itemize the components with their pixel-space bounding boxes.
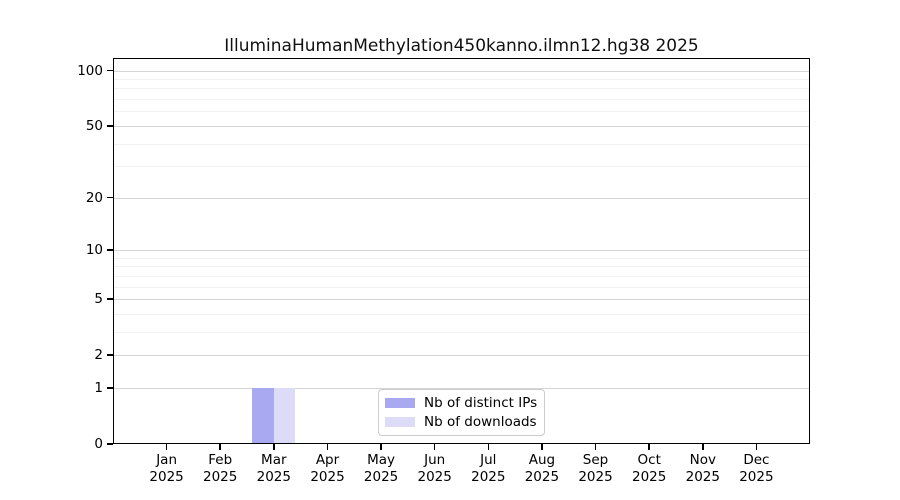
gridline-minor — [113, 331, 810, 333]
y-tick-label: 2 — [94, 347, 103, 364]
y-tick-mark — [107, 443, 113, 445]
gridline-minor — [113, 79, 810, 80]
y-tick-label: 0 — [94, 436, 103, 452]
gridline-minor — [113, 275, 810, 277]
y-tick-label: 1 — [94, 379, 103, 396]
y-tick-mark — [107, 69, 113, 72]
bar-nb-of-downloads-mar-2025 — [273, 387, 296, 444]
legend-label-distinct-ips: Nb of distinct IPs — [424, 395, 538, 411]
x-tick-label: Aug 2025 — [524, 452, 560, 485]
x-tick-mark — [541, 444, 543, 450]
x-tick-label: Feb 2025 — [203, 452, 238, 485]
x-tick-label: Sep 2025 — [578, 452, 613, 485]
gridline-major — [113, 299, 810, 300]
y-tick-mark — [107, 125, 113, 127]
gridline-minor — [113, 143, 810, 145]
legend-label-downloads: Nb of downloads — [424, 414, 537, 430]
gridline-major — [113, 125, 810, 127]
gridline-minor — [113, 286, 810, 288]
gridline-minor — [113, 99, 810, 101]
bar-nb-of-distinct-ips-mar-2025 — [252, 387, 274, 444]
y-tick-label: 20 — [85, 189, 103, 206]
legend-swatch-downloads — [385, 417, 415, 427]
gridline-major — [113, 355, 810, 357]
gridline-major — [113, 387, 810, 389]
x-tick-label: Nov 2025 — [685, 452, 720, 485]
y-tick-label: 5 — [94, 291, 103, 307]
y-tick-label: 100 — [77, 62, 103, 79]
gridline-minor — [113, 313, 810, 315]
x-tick-mark — [487, 444, 490, 450]
x-tick-mark — [648, 444, 650, 450]
y-tick-mark — [107, 196, 113, 199]
x-tick-mark — [219, 444, 221, 450]
x-tick-label: May 2025 — [363, 452, 399, 485]
gridline-major — [113, 197, 810, 199]
y-tick-label: 50 — [85, 117, 103, 134]
x-tick-mark — [165, 444, 168, 450]
x-tick-mark — [433, 444, 436, 450]
y-tick-mark — [107, 354, 113, 356]
gridline-minor — [113, 111, 810, 113]
gridline-minor — [113, 166, 810, 168]
x-tick-mark — [702, 444, 704, 450]
y-tick-mark — [107, 249, 113, 251]
x-tick-label: Jul 2025 — [471, 452, 506, 485]
x-tick-mark — [755, 444, 758, 450]
legend-entry-distinct-ips: Nb of distinct IPs — [385, 395, 538, 411]
gridline-minor — [113, 266, 810, 268]
y-tick-label: 10 — [85, 242, 103, 258]
gridline-major — [113, 250, 810, 251]
x-tick-label: Jun 2025 — [417, 452, 452, 485]
y-tick-mark — [107, 298, 113, 300]
x-tick-label: Mar 2025 — [256, 452, 291, 485]
gridline-major — [113, 70, 810, 72]
legend-entry-downloads: Nb of downloads — [385, 414, 538, 430]
gridline-minor — [113, 88, 810, 90]
gridline-minor — [113, 257, 810, 259]
x-tick-mark — [326, 444, 329, 450]
x-tick-mark — [273, 444, 275, 450]
legend: Nb of distinct IPs Nb of downloads — [378, 389, 545, 436]
x-tick-label: Jan 2025 — [149, 452, 184, 485]
plot-area — [113, 58, 810, 444]
x-tick-mark — [594, 444, 597, 450]
x-tick-label: Apr 2025 — [310, 452, 345, 485]
legend-swatch-distinct-ips — [385, 398, 415, 408]
x-tick-label: Dec 2025 — [739, 452, 774, 485]
x-tick-label: Oct 2025 — [632, 452, 667, 485]
x-tick-mark — [380, 444, 382, 450]
y-tick-mark — [107, 387, 113, 389]
chart-title: IlluminaHumanMethylation450kanno.ilmn12.… — [224, 36, 699, 56]
